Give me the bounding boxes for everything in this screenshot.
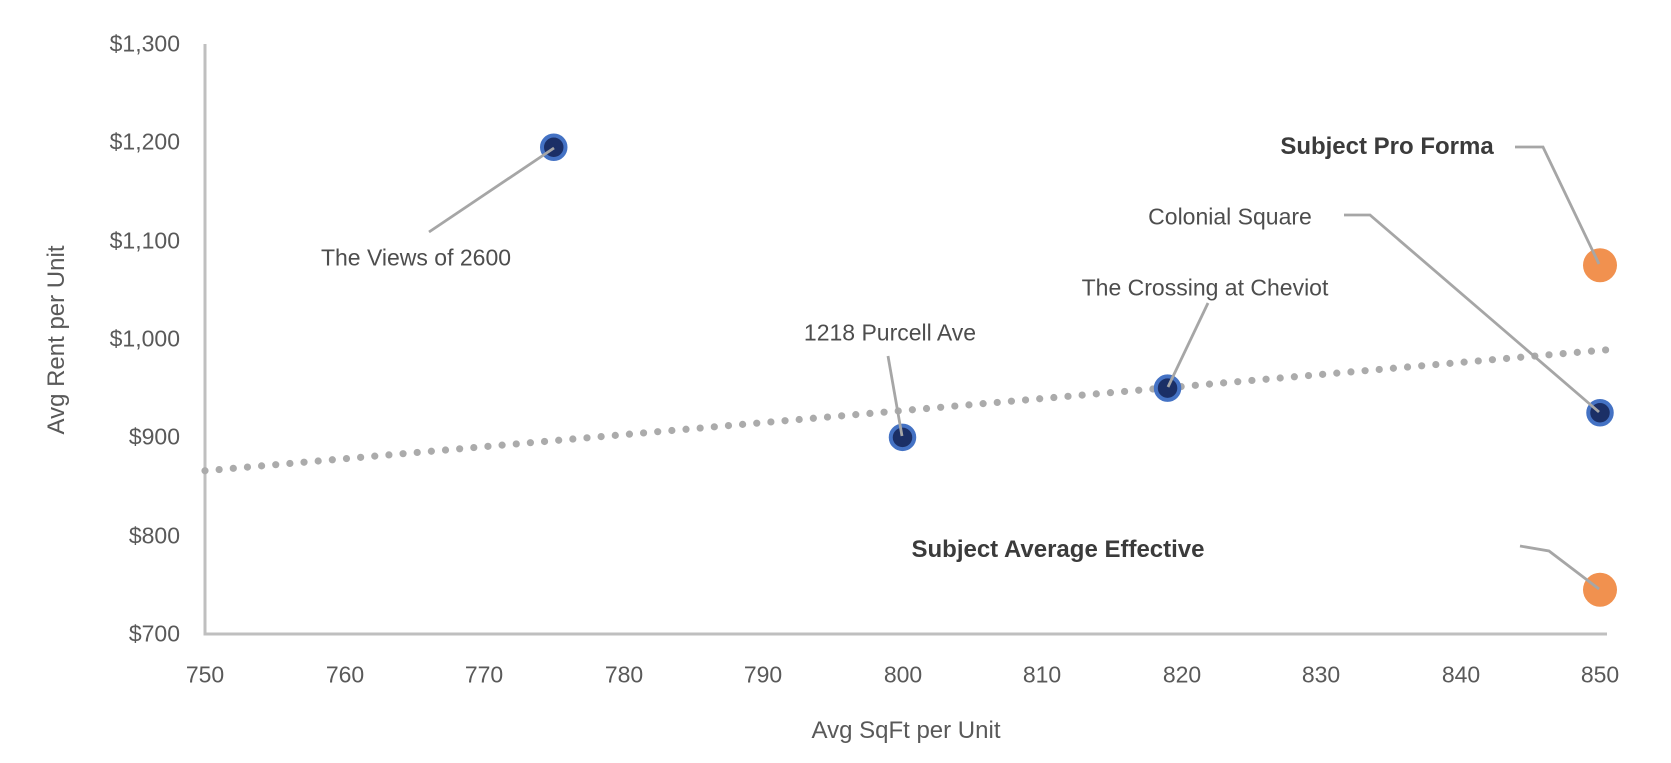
- point-label-colonial-square: Colonial Square: [1148, 203, 1312, 230]
- x-tick-label: 840: [1441, 661, 1481, 688]
- data-point-marker-subject: [1583, 248, 1617, 283]
- trendline-dotted: [201, 346, 1611, 475]
- data-point-marker-comparable: [1153, 374, 1182, 402]
- x-tick-label: 820: [1162, 661, 1202, 688]
- x-tick-label: 780: [604, 661, 644, 688]
- x-tick-label: 830: [1301, 661, 1341, 688]
- label-leader-line: [886, 355, 904, 437]
- x-tick-label: 800: [883, 661, 923, 688]
- y-tick-label: $1,200: [109, 128, 180, 155]
- data-point-marker-comparable: [540, 133, 568, 161]
- y-tick-label: $900: [128, 423, 180, 450]
- label-leader-line: [1166, 302, 1210, 388]
- point-label-subject-pro-forma: Subject Pro Forma: [1280, 133, 1494, 160]
- point-label-views-of-2600: The Views of 2600: [320, 244, 512, 271]
- data-point-marker-subject: [1583, 572, 1617, 607]
- x-tick-label: 750: [185, 661, 225, 688]
- y-tick-label: $800: [128, 522, 180, 549]
- point-label-subject-avg-effective: Subject Average Effective: [911, 536, 1205, 563]
- x-tick-label: 760: [325, 661, 365, 688]
- x-tick-label: 810: [1022, 661, 1062, 688]
- point-label-1218-purcell-ave: 1218 Purcell Ave: [803, 319, 977, 346]
- label-leader-line: [1519, 544, 1600, 591]
- x-tick-label: 850: [1580, 661, 1620, 688]
- y-tick-label: $1,100: [109, 227, 180, 254]
- label-leader-line: [1515, 145, 1601, 265]
- data-point-marker-comparable: [888, 423, 917, 452]
- x-tick-label: 770: [464, 661, 504, 688]
- y-tick-label: $1,000: [109, 325, 180, 352]
- x-tick-label: 790: [743, 661, 783, 688]
- x-axis-title: Avg SqFt per Unit: [811, 717, 1001, 744]
- y-tick-label: $700: [128, 620, 180, 647]
- y-tick-label: $1,300: [109, 30, 180, 57]
- label-leader-line: [1344, 213, 1600, 414]
- label-leader-line: [428, 146, 555, 234]
- y-axis-title: Avg Rent per Unit: [43, 245, 70, 435]
- point-label-crossing-at-cheviot: The Crossing at Cheviot: [1081, 274, 1329, 301]
